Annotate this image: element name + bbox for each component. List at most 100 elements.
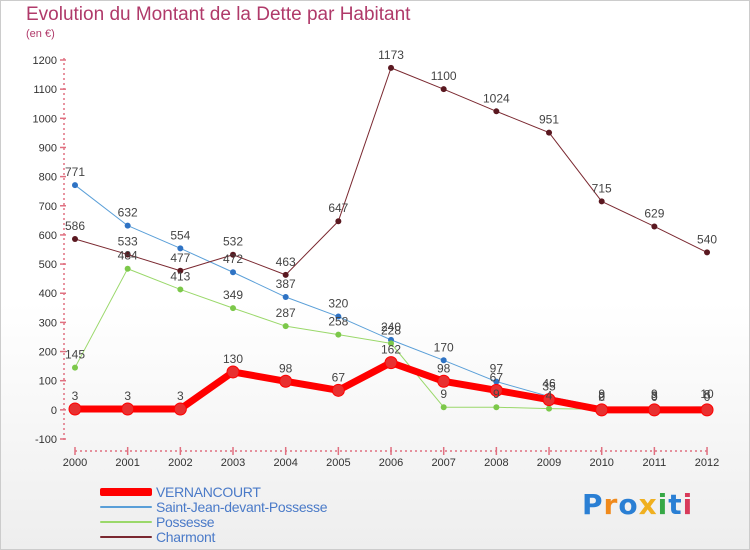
data-label: 586 [65, 219, 85, 233]
data-point [121, 402, 135, 416]
data-label: 349 [223, 288, 243, 302]
logo-letter: i [657, 488, 669, 521]
data-label: 2 [598, 389, 605, 403]
data-point [647, 403, 661, 417]
data-label: 951 [539, 113, 559, 127]
x-tick-label: 2004 [273, 457, 297, 469]
data-point [598, 198, 605, 205]
data-point [335, 331, 342, 338]
data-point [651, 223, 658, 230]
data-label: 240 [381, 320, 401, 334]
logo-letter: o [618, 488, 639, 521]
data-point [226, 365, 240, 379]
x-tick-label: 2006 [379, 457, 403, 469]
x-tick-label: 2001 [115, 457, 139, 469]
data-label: 463 [276, 255, 296, 269]
data-point [230, 305, 237, 312]
data-point [493, 108, 500, 115]
y-tick-label: 600 [39, 230, 57, 242]
legend-item: VERNANCOURT [100, 483, 327, 500]
legend-item: Saint-Jean-devant-Possesse [100, 498, 328, 515]
data-point [388, 340, 395, 347]
data-label: 46 [542, 376, 556, 390]
data-point [440, 357, 447, 364]
legend-swatch [100, 487, 152, 496]
data-label: 9 [440, 387, 447, 401]
data-label: 4 [546, 389, 553, 403]
data-point [282, 271, 289, 278]
y-tick-label: 700 [39, 201, 57, 213]
data-point [177, 267, 184, 274]
data-label: 629 [644, 206, 664, 220]
legend-swatch [100, 520, 152, 523]
logo-letter: t [668, 488, 683, 521]
logo-letter: i [682, 488, 694, 521]
data-point [384, 356, 398, 370]
legend-swatch [100, 535, 152, 538]
data-label: 3 [177, 389, 184, 403]
y-tick-label: 200 [39, 347, 57, 359]
data-point [177, 286, 184, 293]
data-label: 9 [651, 387, 658, 401]
data-point [704, 249, 711, 256]
data-label: 3 [651, 389, 658, 403]
data-point [700, 403, 714, 417]
data-label: 3 [72, 389, 79, 403]
y-tick-label: 1200 [33, 55, 57, 67]
legend-label: Possesse [156, 513, 215, 530]
y-tick-label: 800 [39, 172, 57, 184]
data-label: 9 [493, 387, 500, 401]
data-point [440, 86, 447, 93]
data-point [493, 404, 500, 411]
data-point [437, 374, 451, 388]
legend-item: Charmont [100, 528, 327, 545]
data-point [279, 374, 293, 388]
x-tick-label: 2009 [537, 457, 561, 469]
y-tick-label: 400 [39, 288, 57, 300]
data-label: 1100 [431, 69, 457, 83]
data-point [493, 378, 500, 385]
data-label: 0 [598, 390, 605, 404]
data-point [230, 251, 237, 258]
data-point [595, 403, 609, 417]
series-line [74, 184, 708, 408]
data-point [68, 402, 82, 416]
data-label: 145 [65, 348, 85, 362]
chart-legend: VERNANCOURT Saint-Jean-devant-Possesse Pos… [100, 483, 328, 545]
data-label: 67 [490, 370, 504, 384]
logo-letter: x [638, 488, 658, 521]
data-label: 287 [276, 306, 296, 320]
legend-label: VERNANCOURT [156, 483, 261, 500]
data-label: 540 [697, 232, 717, 246]
data-point [440, 404, 447, 411]
data-label: 771 [65, 165, 85, 179]
data-point [542, 393, 556, 407]
legend-label: Saint-Jean-devant-Possesse [156, 498, 328, 515]
x-tick-label: 2000 [63, 457, 87, 469]
x-tick-label: 2003 [221, 457, 245, 469]
data-point [546, 129, 553, 136]
y-tick-label: 500 [39, 259, 57, 271]
series-line [71, 359, 711, 414]
data-label: 0 [651, 390, 658, 404]
data-label: 67 [332, 370, 346, 384]
data-point [335, 313, 342, 320]
legend-item: Possesse [100, 513, 327, 530]
data-point [331, 383, 345, 397]
data-label: 9 [598, 387, 605, 401]
data-point [124, 251, 131, 258]
data-label: 1173 [378, 48, 404, 62]
data-label: 3 [124, 389, 131, 403]
data-label: 533 [118, 234, 138, 248]
data-label: 228 [381, 323, 401, 337]
x-tick-label: 2005 [326, 457, 350, 469]
data-point [173, 402, 187, 416]
data-label: 35 [542, 380, 556, 394]
data-point [546, 405, 553, 412]
legend-label: Charmont [156, 528, 216, 545]
data-label: 258 [328, 315, 348, 329]
data-point [72, 364, 78, 371]
data-label: 532 [223, 235, 243, 249]
data-label: 97 [490, 362, 504, 376]
